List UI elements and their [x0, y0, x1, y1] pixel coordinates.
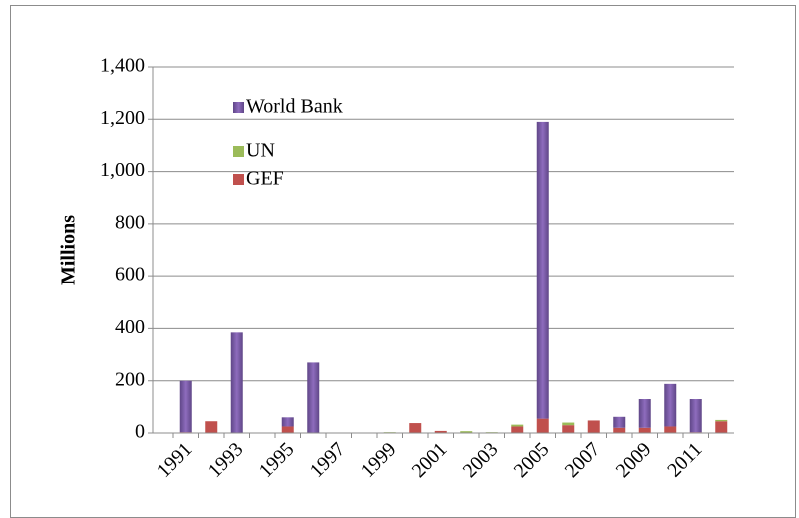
legend-label: GEF	[246, 168, 284, 190]
bar-segment	[613, 416, 626, 428]
bar-segment	[205, 421, 218, 433]
y-axis-label: Millions	[58, 215, 80, 285]
x-tick-label: 2001	[408, 438, 452, 482]
legend-swatch	[233, 146, 244, 157]
bar-segment	[536, 121, 549, 419]
bar-segment	[638, 399, 651, 428]
bar-segment	[230, 332, 243, 433]
x-tick-label: 2011	[663, 438, 706, 481]
y-tick-label: 1,200	[100, 107, 145, 129]
x-tick-label: 1993	[204, 438, 248, 482]
y-tick-label: 1,000	[100, 159, 145, 181]
legend-label: World Bank	[246, 96, 343, 118]
legend-swatch	[233, 102, 244, 113]
y-tick-label: 0	[135, 421, 145, 443]
bar-segment	[715, 421, 728, 433]
bar-segment	[536, 418, 549, 433]
x-tick-label: 1991	[153, 438, 197, 482]
legend-swatch	[233, 174, 244, 185]
chart-border	[10, 5, 796, 518]
x-tick-label: 1999	[357, 438, 401, 482]
bar-segment	[409, 423, 422, 433]
bar-segment	[511, 424, 524, 427]
y-tick-label: 200	[115, 368, 145, 390]
bar-segment	[638, 427, 651, 433]
bar-segment	[460, 431, 473, 433]
bar-segment	[511, 426, 524, 433]
legend-label: UN	[246, 140, 275, 162]
bar-segment	[664, 383, 677, 427]
x-tick-label: 1997	[306, 438, 350, 482]
bar-segment	[715, 419, 728, 422]
y-tick-label: 1,400	[100, 55, 145, 77]
bar-segment	[281, 417, 294, 427]
y-tick-label: 800	[115, 211, 145, 233]
bar-segment	[689, 399, 702, 433]
bar-segment	[281, 426, 294, 433]
bar-segment	[307, 362, 320, 433]
bar-segment	[434, 430, 447, 433]
y-tick-label: 600	[115, 264, 145, 286]
bar-segment	[562, 425, 575, 433]
x-tick-label: 2005	[510, 438, 554, 482]
y-tick-label: 400	[115, 316, 145, 338]
x-tick-label: 1995	[255, 438, 299, 482]
bar-segment	[613, 427, 626, 433]
x-tick-label: 2003	[459, 438, 503, 482]
bar-segment	[664, 426, 677, 433]
x-tick-label: 2009	[612, 438, 656, 482]
bar-segment	[587, 420, 600, 433]
bar-segment	[562, 422, 575, 426]
x-tick-label: 2007	[561, 438, 605, 482]
bar-segment	[179, 380, 192, 433]
